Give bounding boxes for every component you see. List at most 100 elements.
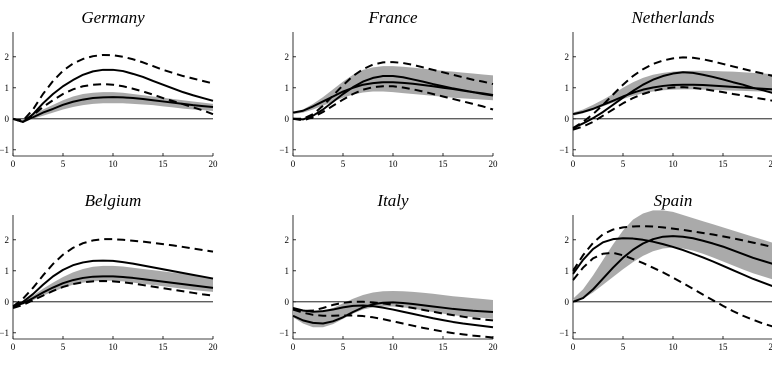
- x-tick-label: 15: [439, 159, 449, 169]
- x-tick-label: 10: [669, 159, 679, 169]
- x-tick-label: 20: [769, 342, 772, 352]
- y-tick-label: 2: [5, 52, 10, 62]
- x-tick-label: 0: [571, 159, 576, 169]
- y-tick-label: 0: [565, 297, 570, 307]
- y-tick-label: 2: [565, 235, 570, 245]
- y-tick-label: −1: [0, 328, 9, 338]
- solid-series-line-1: [12, 259, 214, 308]
- x-tick-label: 20: [209, 159, 219, 169]
- y-tick-label: 0: [5, 297, 10, 307]
- x-tick-label: 5: [621, 159, 626, 169]
- x-tick-label: 10: [669, 342, 679, 352]
- x-tick-label: 10: [109, 342, 119, 352]
- dashed-series-line-3: [12, 280, 214, 309]
- x-tick-label: 15: [719, 159, 729, 169]
- x-tick-label: 15: [439, 342, 449, 352]
- x-tick-label: 5: [61, 159, 66, 169]
- y-tick-label: 0: [285, 114, 290, 124]
- y-tick-label: −1: [0, 145, 9, 155]
- x-tick-label: 5: [621, 342, 626, 352]
- solid-series-line-0: [572, 83, 772, 116]
- dashed-series-line-2: [572, 225, 772, 272]
- x-tick-label: 20: [489, 342, 499, 352]
- solid-series-line-0: [12, 96, 214, 123]
- y-tick-label: 1: [285, 266, 290, 276]
- x-tick-label: 0: [11, 342, 16, 352]
- confidence-band: [293, 66, 493, 115]
- dashed-series-line-3: [12, 83, 214, 123]
- y-tick-label: 2: [285, 235, 290, 245]
- y-tick-label: 1: [565, 83, 570, 93]
- y-tick-label: 0: [5, 114, 10, 124]
- panel-title: Spain: [653, 191, 693, 210]
- dashed-series-line-3: [292, 308, 494, 339]
- x-tick-label: 20: [769, 159, 772, 169]
- x-tick-label: 15: [159, 159, 169, 169]
- dashed-series-line-2: [293, 61, 494, 120]
- y-tick-label: 0: [565, 114, 570, 124]
- x-tick-label: 10: [389, 342, 399, 352]
- x-tick-label: 5: [341, 159, 346, 169]
- confidence-band: [573, 70, 772, 116]
- panel-title: France: [368, 8, 418, 27]
- confidence-band: [573, 210, 772, 302]
- x-tick-label: 20: [489, 159, 499, 169]
- y-tick-label: −1: [559, 145, 569, 155]
- x-tick-label: 20: [209, 342, 219, 352]
- panel-title: Italy: [377, 191, 409, 210]
- y-tick-label: 1: [5, 83, 10, 93]
- y-tick-label: 2: [5, 235, 10, 245]
- y-tick-label: 1: [565, 266, 570, 276]
- y-tick-label: 2: [285, 52, 290, 62]
- x-tick-label: 5: [341, 342, 346, 352]
- panel-title: Netherlands: [631, 8, 715, 27]
- solid-series-line-0: [572, 235, 772, 303]
- panel-italy: Italy −1 0 1 2 0 5 10 15 20: [279, 183, 537, 365]
- panel-germany: Germany −1 0 1 2 0 5 10 15 20: [0, 0, 257, 182]
- solid-series-line-1: [292, 304, 494, 329]
- confidence-band: [13, 265, 213, 307]
- panel-title: Germany: [81, 8, 145, 27]
- x-tick-label: 0: [291, 159, 296, 169]
- solid-series-line-1: [12, 68, 214, 123]
- y-tick-label: −1: [559, 328, 569, 338]
- confidence-band: [13, 92, 213, 122]
- x-tick-label: 15: [159, 342, 169, 352]
- solid-series-line-0: [292, 301, 494, 325]
- x-tick-label: 10: [389, 159, 399, 169]
- x-tick-label: 0: [571, 342, 576, 352]
- y-tick-label: −1: [279, 328, 289, 338]
- panel-france: France −1 0 1 2 0 5 10 15 20: [279, 0, 537, 182]
- y-tick-label: 0: [285, 297, 290, 307]
- solid-series-line-1: [572, 237, 772, 287]
- dashed-series-line-3: [572, 251, 772, 328]
- y-tick-label: 1: [285, 83, 290, 93]
- dashed-series-line-2: [12, 53, 214, 122]
- solid-series-line-1: [572, 71, 772, 130]
- x-tick-label: 0: [11, 159, 16, 169]
- x-tick-label: 10: [109, 159, 119, 169]
- x-tick-label: 5: [61, 342, 66, 352]
- dashed-series-line-3: [292, 85, 494, 122]
- dashed-series-line-3: [572, 86, 772, 131]
- panel-title: Belgium: [84, 191, 142, 210]
- y-tick-label: 1: [5, 266, 10, 276]
- dashed-series-line-2: [572, 56, 772, 129]
- x-tick-label: 0: [291, 342, 296, 352]
- dashed-series-line-2: [292, 300, 494, 322]
- y-tick-label: 2: [565, 52, 570, 62]
- x-tick-label: 15: [719, 342, 729, 352]
- solid-series-line-1: [292, 75, 494, 121]
- panel-belgium: Belgium −1 0 1 2 0 5 10 15 20: [0, 183, 257, 365]
- solid-series-line-0: [12, 275, 214, 308]
- y-tick-label: −1: [279, 145, 289, 155]
